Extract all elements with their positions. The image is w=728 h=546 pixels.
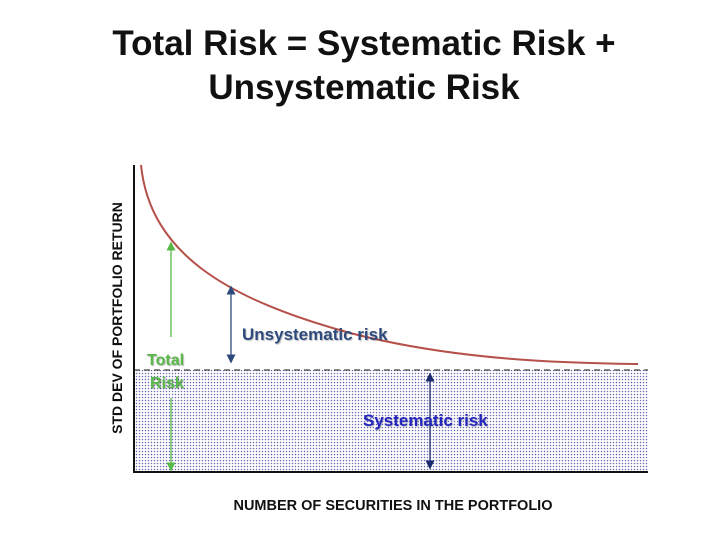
systematic-risk-region: [134, 370, 648, 472]
unsystematic-risk-label: Unsystematic risk: [242, 325, 388, 344]
total-risk-label-line-2: Risk: [150, 375, 184, 392]
systematic-risk-label: Systematic risk: [363, 411, 488, 430]
title-line-2: Unsystematic Risk: [208, 68, 520, 107]
x-axis-label: NUMBER OF SECURITIES IN THE PORTFOLIO: [233, 498, 553, 514]
total-risk-label-line-1: Total: [147, 352, 184, 369]
total-risk-curve: [140, 164, 639, 365]
title-line-1: Total Risk = Systematic Risk +: [112, 24, 616, 63]
slide-title: Total Risk = Systematic Risk + Unsystema…: [0, 22, 728, 110]
y-axis-label: STD DEV OF PORTFOLIO RETURN: [109, 202, 125, 434]
